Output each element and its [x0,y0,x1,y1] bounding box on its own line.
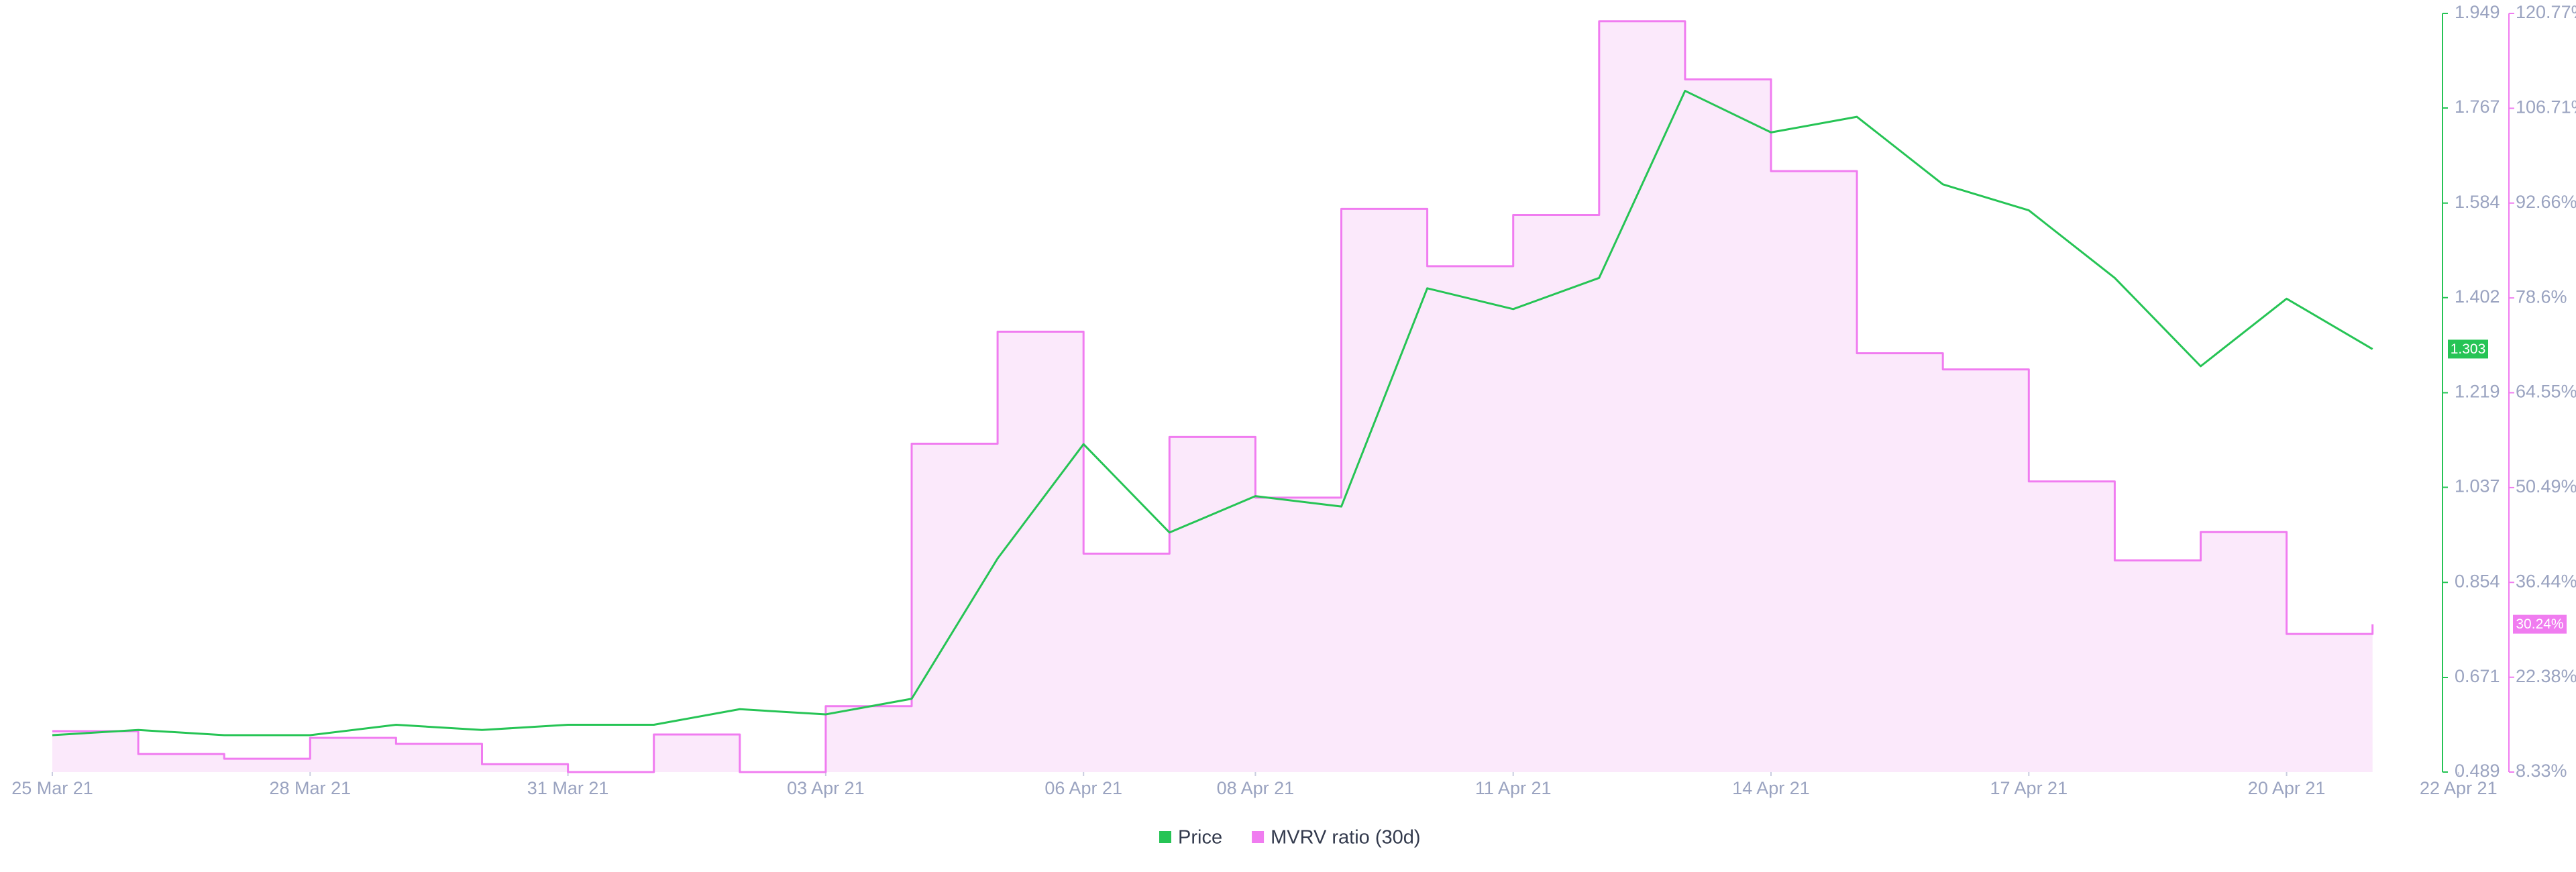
y2-tick-label: 92.66% [2516,192,2576,212]
x-tick-label: 28 Mar 21 [270,778,352,798]
y2-tick-label: 120.77% [2516,2,2576,22]
legend-label: MVRV ratio (30d) [1271,827,1421,849]
value-badge-label: 1.303 [2451,341,2486,357]
value-badge [2448,339,2488,359]
x-tick-label: 25 Mar 21 [11,778,93,798]
y-tick-label: 0.854 [2455,571,2500,591]
y-tick-label: 1.949 [2455,2,2500,22]
line [52,89,2373,737]
legend-item[interactable]: Price [1159,827,1222,849]
y-tick-label: 0.489 [2455,761,2500,781]
x-tick-label: 31 Mar 21 [527,778,609,798]
x-tick-label: 22 Apr 21 [2420,778,2498,798]
x-tick-label: 20 Apr 21 [2248,778,2326,798]
y2-tick-label: 36.44% [2516,571,2576,591]
y2-tick-label: 8.33% [2516,761,2567,781]
x-tick-label: 08 Apr 21 [1217,778,1295,798]
y2-tick-label: 22.38% [2516,666,2576,686]
x-tick-label: 03 Apr 21 [787,778,865,798]
y-tick-label: 1.219 [2455,382,2500,402]
y-tick-label: 1.584 [2455,192,2500,212]
area [52,21,2373,772]
y2-tick-label: 64.55% [2516,382,2576,402]
value-badge [2513,614,2567,634]
y-tick-label: 0.671 [2455,666,2500,686]
x-tick-label: 14 Apr 21 [1732,778,1810,798]
y-tick-label: 1.402 [2455,286,2500,307]
y2-tick-label: 106.71% [2516,97,2576,117]
legend-swatch [1252,831,1265,843]
line [52,20,2374,773]
legend-label: Price [1178,827,1222,849]
legend-item[interactable]: MVRV ratio (30d) [1252,827,1421,849]
x-tick-label: 17 Apr 21 [1990,778,2068,798]
x-tick-label: 06 Apr 21 [1044,778,1122,798]
legend: Price MVRV ratio (30d) [1159,827,1421,849]
value-badge-label: 30.24% [2516,616,2563,632]
y2-tick-label: 50.49% [2516,476,2576,496]
y-tick-label: 1.037 [2455,476,2500,496]
x-tick-label: 11 Apr 21 [1475,778,1552,798]
legend-swatch [1159,831,1171,843]
y-tick-label: 1.767 [2455,97,2500,117]
y2-tick-label: 78.6% [2516,286,2567,307]
